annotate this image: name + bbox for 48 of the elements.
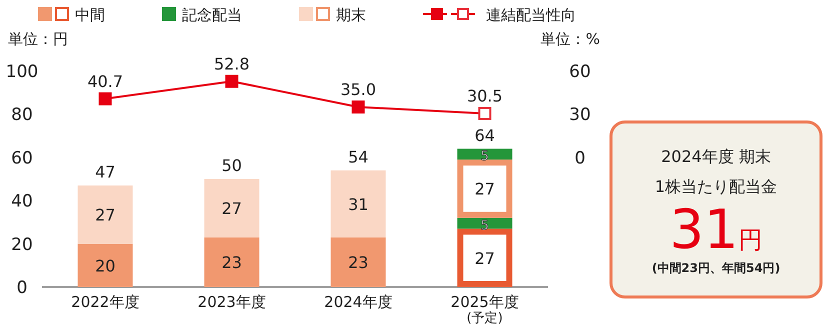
data-label: 27 <box>222 199 242 218</box>
data-label: 40.7 <box>87 72 124 91</box>
legend-label: 連結配当性向 <box>486 6 576 24</box>
data-label: 35.0 <box>340 80 376 99</box>
data-label: 30.5 <box>466 86 503 106</box>
data-label: 27 <box>95 206 116 225</box>
x-tick-label: 2025年度 (予定) <box>450 293 519 326</box>
y-axis-title: 単位：円 <box>8 30 68 48</box>
bar <box>204 237 260 287</box>
point <box>478 106 492 120</box>
y2-tick-label: 30 <box>569 105 591 126</box>
x-tick-label: 2022年度 <box>71 293 140 311</box>
bar <box>330 237 386 287</box>
y2-tick-label: 0 <box>574 148 586 168</box>
y2-tick-label: 60 <box>569 62 591 82</box>
y2-axis-title: 単位：% <box>540 30 600 48</box>
total-label: 50 <box>222 156 242 175</box>
data-label: 27 <box>474 248 495 268</box>
legend-label: 期末 <box>336 6 366 24</box>
data-label: 20 <box>95 256 116 276</box>
text: 2024年度 期末 <box>661 147 771 166</box>
data-label: 31 <box>348 194 368 214</box>
bar <box>204 179 260 238</box>
data-label: 23 <box>222 253 242 272</box>
y-tick-label: 100 <box>6 62 38 82</box>
legend-label: 記念配当 <box>182 6 242 24</box>
total-label: 47 <box>95 162 116 182</box>
point <box>352 100 365 114</box>
legend-label: 中間 <box>75 6 105 24</box>
text: 1株当たり配当金 <box>654 177 778 196</box>
y-tick-label: 80 <box>11 105 33 126</box>
y-tick-label: 40 <box>11 192 33 212</box>
bar <box>78 185 133 244</box>
bar <box>78 244 133 287</box>
total-label: 64 <box>474 126 495 145</box>
total-label: 54 <box>348 147 368 166</box>
data-label: 52.8 <box>214 54 250 74</box>
point <box>98 92 112 106</box>
text: (中間23円、年間54円) <box>652 261 780 275</box>
data-label: 27 <box>474 180 495 199</box>
point <box>225 74 238 88</box>
y-tick-label: 20 <box>11 234 33 255</box>
x-tick-label: 2024年度 <box>324 293 392 311</box>
y-tick-label: 60 <box>11 148 33 168</box>
y-tick-label: 0 <box>16 278 28 298</box>
x-tick-label: 2023年度 <box>198 293 266 311</box>
data-label: 23 <box>348 253 368 272</box>
bar <box>330 170 386 238</box>
